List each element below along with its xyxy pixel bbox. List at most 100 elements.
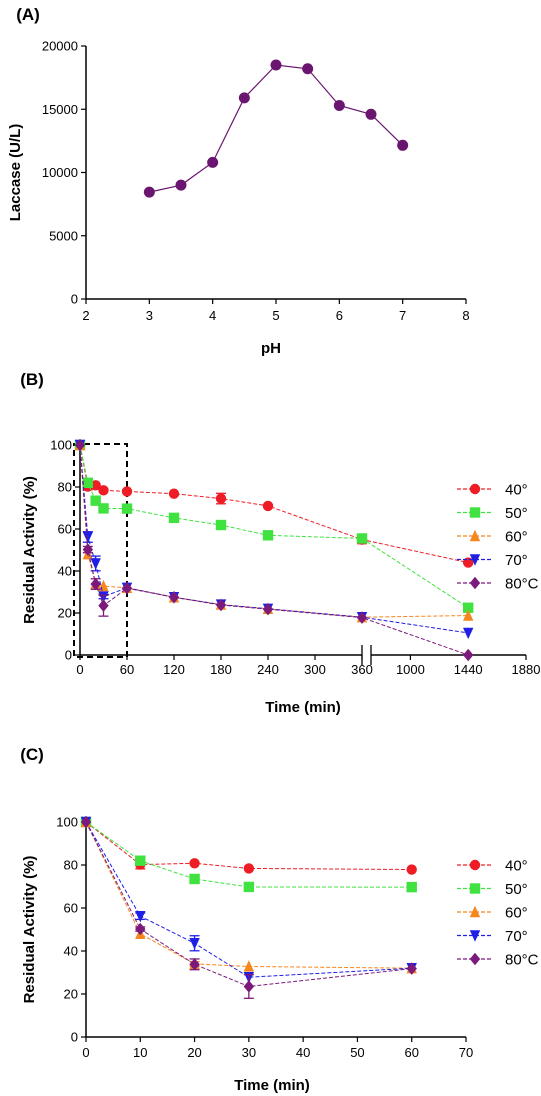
b-x-tick-label: 1880 <box>512 662 541 677</box>
b-y-tick-label: 0 <box>65 648 72 663</box>
c-legend-marker <box>469 952 481 966</box>
b-legend-marker <box>469 507 481 518</box>
c-legend-label: 70° <box>505 928 528 945</box>
panel-label-b: (B) <box>20 370 44 389</box>
b-x-tick-label: 1440 <box>454 662 483 677</box>
b-data-point <box>463 602 474 613</box>
c-data-point <box>243 863 255 874</box>
c-series-line <box>85 821 412 871</box>
c-data-point <box>189 873 200 885</box>
c-x-tick-label: 70 <box>459 1045 473 1060</box>
b-data-point <box>121 503 133 514</box>
b-x-tick-label: 1000 <box>396 662 425 677</box>
c-data-point <box>189 858 200 869</box>
b-y-tick-label: 20 <box>58 606 72 621</box>
c-legend-marker <box>469 930 481 942</box>
c-series-line <box>85 821 412 978</box>
c-data-point <box>243 881 255 893</box>
c-data-point <box>243 960 255 972</box>
b-zoom-box <box>73 443 128 658</box>
b-data-point <box>262 500 274 512</box>
b-data-point <box>90 495 101 506</box>
b-data-point <box>82 477 94 488</box>
c-series-line <box>85 821 412 888</box>
b-y-axis-label: Residual Activity (%) <box>21 476 38 624</box>
b-x-axis-label: Time (min) <box>265 699 341 716</box>
a-y-tick-label: 5000 <box>49 228 78 243</box>
a-x-tick-label: 4 <box>209 308 216 323</box>
c-legend-label: 80°C <box>505 952 539 969</box>
b-series-line <box>79 444 469 609</box>
b-x-tick-label: 360 <box>351 662 373 677</box>
b-data-point <box>463 627 474 640</box>
a-y-tick-label: 20000 <box>42 39 78 54</box>
a-data-point <box>302 63 314 75</box>
b-data-point <box>463 648 474 662</box>
a-y-tick-label: 0 <box>71 292 78 307</box>
a-x-axis-label: pH <box>261 340 281 357</box>
a-x-tick-label: 6 <box>336 308 343 323</box>
b-series <box>74 439 474 568</box>
b-data-point <box>121 582 133 595</box>
b-x-tick-label: 180 <box>210 662 232 677</box>
b-legend-label: 70° <box>505 552 528 569</box>
c-x-tick-label: 50 <box>350 1045 364 1060</box>
c-legend-label: 50° <box>505 881 528 898</box>
c-series <box>80 815 417 999</box>
c-x-tick-label: 10 <box>133 1045 147 1060</box>
b-y-tick-label: 40 <box>58 564 72 579</box>
c-data-point <box>406 864 417 875</box>
b-data-point <box>74 438 86 452</box>
b-series <box>74 439 474 640</box>
b-data-point <box>215 519 227 531</box>
c-x-tick-label: 60 <box>404 1045 418 1060</box>
c-data-point <box>243 980 255 993</box>
b-x-tick-label: 300 <box>304 662 326 677</box>
b-data-point <box>168 488 180 499</box>
a-series-line <box>149 64 404 193</box>
c-data-point <box>189 938 200 950</box>
a-data-point <box>365 108 377 120</box>
b-data-point <box>168 512 180 524</box>
a-data-point <box>270 59 282 71</box>
c-y-axis-label: Residual Activity (%) <box>21 856 38 1004</box>
a-x-tick-label: 8 <box>462 308 469 323</box>
b-legend-marker <box>469 483 481 495</box>
b-data-point <box>356 611 368 624</box>
c-legend-marker <box>469 883 481 894</box>
c-legend-marker <box>469 859 481 871</box>
a-data-point <box>238 92 250 104</box>
c-data-point <box>406 881 417 893</box>
b-series <box>74 438 474 662</box>
c-series-line <box>85 821 412 987</box>
b-y-tick-label: 100 <box>50 438 72 453</box>
b-series-line <box>79 444 469 564</box>
c-x-tick-label: 0 <box>82 1045 89 1060</box>
b-data-point <box>168 591 180 604</box>
b-data-point <box>356 533 368 544</box>
b-data-point <box>90 577 101 591</box>
b-y-tick-label: 80 <box>58 480 72 495</box>
c-series <box>80 816 417 875</box>
a-data-point <box>397 139 409 151</box>
a-y-tick-label: 15000 <box>42 102 78 117</box>
b-data-point <box>90 480 101 491</box>
b-x-tick-label: 60 <box>120 662 134 677</box>
a-data-point <box>143 186 155 198</box>
b-data-point <box>262 603 274 616</box>
c-series <box>80 816 417 984</box>
c-x-tick-label: 30 <box>242 1045 256 1060</box>
b-series <box>74 438 474 623</box>
b-data-point <box>98 599 109 612</box>
a-y-tick-label: 10000 <box>42 165 78 180</box>
c-y-tick-label: 40 <box>64 944 78 959</box>
c-y-tick-label: 80 <box>64 858 78 873</box>
c-legend-marker <box>469 905 481 918</box>
a-data-point <box>207 156 219 168</box>
panel-label-c: (C) <box>20 745 44 764</box>
a-series <box>143 59 409 198</box>
b-series-line <box>79 444 469 634</box>
c-y-tick-label: 20 <box>64 987 78 1002</box>
c-data-point <box>80 815 92 829</box>
